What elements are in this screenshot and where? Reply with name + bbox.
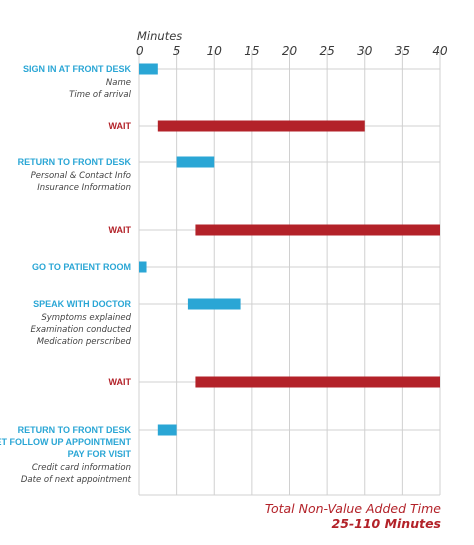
bar xyxy=(139,261,147,273)
x-tick-label: 15 xyxy=(244,44,259,58)
step-label: SIGN IN AT FRONT DESK xyxy=(23,64,132,74)
grid xyxy=(138,50,441,496)
step-labels: SIGN IN AT FRONT DESK Name Time of arrival… xyxy=(0,64,132,485)
bar xyxy=(157,120,365,132)
step-detail: Name xyxy=(106,78,131,88)
step-label: WAIT xyxy=(109,377,132,387)
x-axis-title: Minutes xyxy=(137,29,182,43)
x-tick-label: 20 xyxy=(282,44,298,58)
annotation-line1: Total Non-Value Added Time xyxy=(265,501,441,516)
step-detail: Personal & Contact Info xyxy=(31,171,131,181)
step-label: WAIT xyxy=(109,121,132,131)
x-tick-label: 40 xyxy=(432,44,448,58)
step-label: RETURN TO FRONT DESK xyxy=(18,425,132,435)
x-tick-label: 0 xyxy=(136,44,144,58)
step-detail: Credit card information xyxy=(32,463,131,473)
x-tick-label: 35 xyxy=(395,44,410,58)
step-detail: Insurance Information xyxy=(37,183,131,193)
step-detail: Time of arrival xyxy=(69,90,131,100)
annotation-line2: 25-110 Minutes xyxy=(332,516,441,531)
x-tick-label: 30 xyxy=(357,44,373,58)
x-tick-label: 10 xyxy=(207,44,223,58)
bar xyxy=(139,63,158,75)
x-tick-label: 5 xyxy=(173,44,181,58)
bar xyxy=(195,224,440,236)
step-label: WAIT xyxy=(109,225,132,235)
bar xyxy=(176,156,215,168)
bars xyxy=(139,63,440,436)
step-label: RETURN TO FRONT DESK xyxy=(18,157,132,167)
bar xyxy=(157,424,177,436)
bar xyxy=(195,376,440,388)
step-detail: Medication perscribed xyxy=(37,337,132,347)
step-detail: Symptoms explained xyxy=(41,313,131,323)
bar xyxy=(187,298,241,310)
step-detail: Date of next appointment xyxy=(21,475,132,485)
step-label: SPEAK WITH DOCTOR xyxy=(33,299,131,309)
step-label: SET FOLLOW UP APPOINTMENT xyxy=(0,437,132,447)
step-label: GO TO PATIENT ROOM xyxy=(32,262,131,272)
x-tick-label: 25 xyxy=(319,44,334,58)
step-detail: Examination conducted xyxy=(30,325,131,335)
step-label: PAY FOR VISIT xyxy=(68,449,132,459)
x-axis-ticks: 0 5 10 15 20 25 30 35 40 xyxy=(136,44,448,58)
